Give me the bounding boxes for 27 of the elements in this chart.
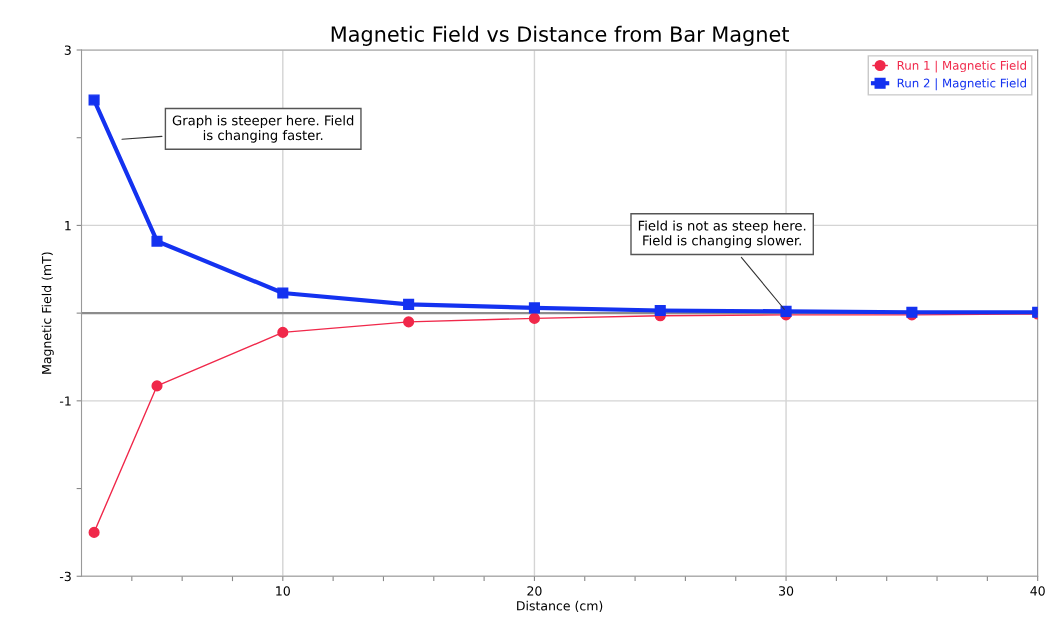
point bbox=[88, 526, 100, 538]
point bbox=[528, 302, 540, 314]
point bbox=[403, 298, 415, 310]
point bbox=[528, 312, 540, 324]
y-tick-label: -3 bbox=[59, 571, 71, 582]
legend-label: Run 1 | Magnetic Field bbox=[897, 60, 1026, 73]
point bbox=[277, 287, 289, 299]
chart-title: Magnetic Field vs Distance from Bar Magnet bbox=[331, 25, 789, 46]
y-tick-label: -1 bbox=[59, 396, 71, 406]
annotation: Graph is steeper here. Field is changing faster. bbox=[172, 115, 354, 143]
point bbox=[780, 305, 792, 317]
y-axis-title: Magnetic Field (mT) bbox=[41, 252, 54, 374]
point bbox=[151, 380, 163, 392]
point bbox=[403, 316, 415, 328]
x-tick-label: 10 bbox=[276, 586, 290, 596]
point bbox=[654, 304, 666, 317]
annotation: Field is not as steep here. Field is changing slower. bbox=[638, 220, 806, 248]
point bbox=[151, 235, 163, 247]
y-tick-label: 3 bbox=[64, 45, 71, 55]
x-tick-label: 20 bbox=[527, 586, 542, 596]
x-tick-label: 30 bbox=[779, 586, 794, 596]
legend-label: Run 2 | Magnetic Field bbox=[897, 78, 1026, 91]
point bbox=[277, 326, 289, 338]
y-tick-label: 1 bbox=[65, 221, 71, 231]
point bbox=[88, 94, 100, 106]
x-axis-title: Distance (cm) bbox=[517, 600, 603, 612]
x-tick-label: 40 bbox=[1030, 586, 1045, 596]
